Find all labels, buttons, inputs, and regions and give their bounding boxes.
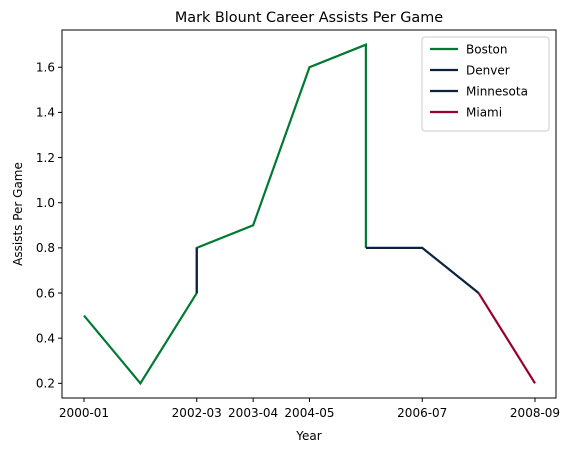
legend-label-boston: Boston [466,42,507,56]
x-axis: 2000-01 2002-03 2003-04 2004-05 2006-07 2008-… [59,398,560,420]
legend-label-miami: Miami [466,105,502,119]
series-line-boston [83,43,367,386]
x-tick-label: 2002-03 [172,406,222,420]
y-tick-label: 0.6 [36,286,55,300]
y-tick-label: 1.4 [36,106,55,120]
plot-area [83,43,536,386]
y-axis-title: Assists Per Game [11,162,25,266]
y-tick-label: 1.0 [36,196,55,210]
x-tick-label: 2008-09 [510,406,560,420]
y-tick-label: 1.2 [36,151,55,165]
y-tick-label: 0.2 [36,377,55,391]
x-axis-title: Year [295,429,321,443]
chart-title: Mark Blount Career Assists Per Game [175,10,443,26]
series-line-minnesota [365,246,480,294]
series-line-miami [477,292,536,384]
x-tick-label: 2004-05 [284,406,334,420]
y-axis: 0.2 0.4 0.6 0.8 1.0 1.2 1.4 1.6 [36,61,62,391]
legend: Boston Denver Minnesota Miami [421,36,550,132]
legend-frame [421,36,550,132]
y-tick-label: 0.4 [36,331,55,345]
x-tick-label: 2003-04 [228,406,278,420]
x-tick-label: 2006-07 [397,406,447,420]
legend-label-denver: Denver [466,63,510,77]
x-tick-label: 2000-01 [59,406,109,420]
y-tick-label: 0.8 [36,241,55,255]
legend-label-minnesota: Minnesota [466,84,528,98]
y-tick-label: 1.6 [36,61,55,75]
